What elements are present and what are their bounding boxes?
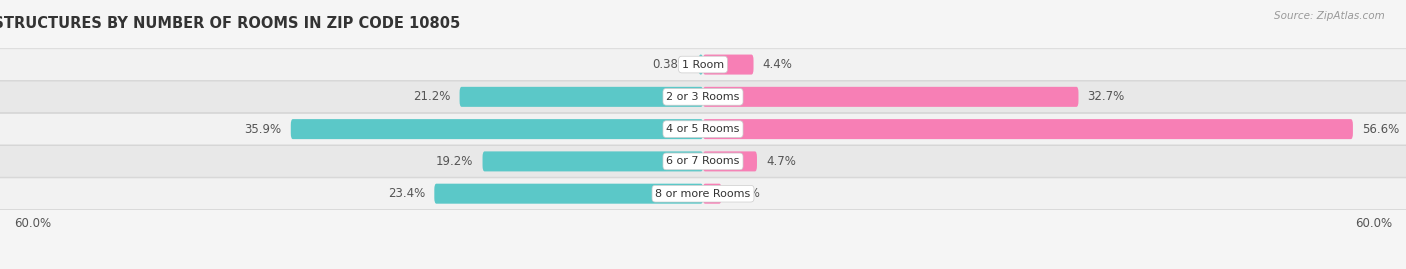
- FancyBboxPatch shape: [703, 184, 721, 204]
- FancyBboxPatch shape: [482, 151, 703, 171]
- Text: 32.7%: 32.7%: [1088, 90, 1125, 103]
- Text: 0.38%: 0.38%: [652, 58, 689, 71]
- Text: 2 or 3 Rooms: 2 or 3 Rooms: [666, 92, 740, 102]
- Text: 35.9%: 35.9%: [245, 123, 281, 136]
- FancyBboxPatch shape: [434, 184, 703, 204]
- Text: 60.0%: 60.0%: [1355, 217, 1392, 230]
- FancyBboxPatch shape: [0, 146, 1406, 177]
- Text: 6 or 7 Rooms: 6 or 7 Rooms: [666, 156, 740, 167]
- FancyBboxPatch shape: [0, 49, 1406, 80]
- Text: Source: ZipAtlas.com: Source: ZipAtlas.com: [1274, 11, 1385, 21]
- FancyBboxPatch shape: [0, 113, 1406, 145]
- Legend: Owner-occupied, Renter-occupied: Owner-occupied, Renter-occupied: [575, 266, 831, 269]
- FancyBboxPatch shape: [460, 87, 703, 107]
- Text: 60.0%: 60.0%: [14, 217, 51, 230]
- Text: 4 or 5 Rooms: 4 or 5 Rooms: [666, 124, 740, 134]
- Text: 1.6%: 1.6%: [731, 187, 761, 200]
- FancyBboxPatch shape: [0, 178, 1406, 210]
- Text: 56.6%: 56.6%: [1362, 123, 1399, 136]
- FancyBboxPatch shape: [703, 87, 1078, 107]
- FancyBboxPatch shape: [699, 55, 703, 75]
- FancyBboxPatch shape: [703, 119, 1353, 139]
- Text: 23.4%: 23.4%: [388, 187, 425, 200]
- Text: 21.2%: 21.2%: [413, 90, 450, 103]
- Text: 4.4%: 4.4%: [762, 58, 793, 71]
- Text: 4.7%: 4.7%: [766, 155, 796, 168]
- Text: 1 Room: 1 Room: [682, 59, 724, 70]
- FancyBboxPatch shape: [703, 151, 756, 171]
- Text: 8 or more Rooms: 8 or more Rooms: [655, 189, 751, 199]
- FancyBboxPatch shape: [703, 55, 754, 75]
- Text: HOUSING STRUCTURES BY NUMBER OF ROOMS IN ZIP CODE 10805: HOUSING STRUCTURES BY NUMBER OF ROOMS IN…: [0, 16, 460, 31]
- FancyBboxPatch shape: [0, 81, 1406, 113]
- FancyBboxPatch shape: [291, 119, 703, 139]
- Text: 19.2%: 19.2%: [436, 155, 474, 168]
